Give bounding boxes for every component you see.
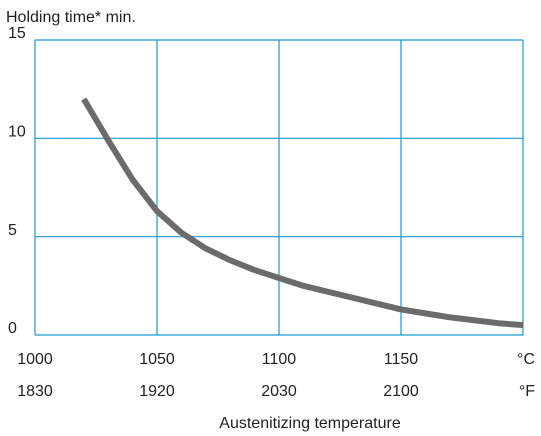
x-tick-label: 1000: [17, 351, 53, 368]
y-tick-label: 0: [8, 320, 17, 337]
y-tick-label: 10: [8, 124, 26, 141]
x-axis-label: Austenitizing temperature: [219, 415, 401, 432]
x2-tick-label: 2100: [383, 383, 419, 400]
data-line: [81, 97, 524, 329]
x-tick-label: °C: [517, 351, 535, 368]
x-tick-label: 1050: [139, 351, 175, 368]
y-tick-label: 15: [8, 25, 26, 42]
x2-tick-label: 1920: [139, 383, 175, 400]
x-tick-label: 1100: [262, 351, 297, 368]
y-axis-label: Holding time* min.: [6, 9, 136, 26]
x2-tick-label: °F: [519, 383, 535, 400]
x-tick-label: 1150: [384, 351, 419, 368]
y-tick-label: 5: [8, 222, 17, 239]
x2-tick-label: 1830: [17, 383, 53, 400]
x2-tick-label: 2030: [261, 383, 297, 400]
